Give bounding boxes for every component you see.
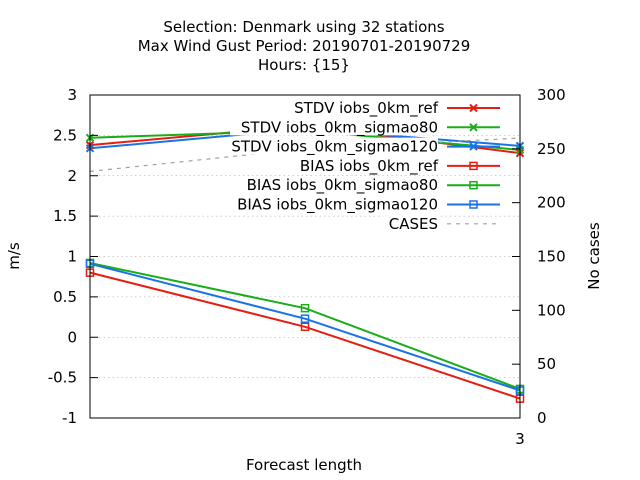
- axis-ticks: [90, 94, 521, 419]
- x-axis-label: Forecast length: [246, 456, 362, 474]
- legend-text-bg: [221, 195, 438, 213]
- legend-entry-label: STDV iobs_0km_sigmao120: [231, 138, 438, 157]
- data-point: [300, 322, 310, 332]
- legend-text-bg: [230, 176, 438, 194]
- y-tick-label: -1: [62, 409, 77, 427]
- series-line: [89, 262, 521, 392]
- y-axis-label: m/s: [5, 242, 23, 270]
- x-tick-label: 3: [515, 430, 525, 448]
- y2-tick-label: 200: [537, 194, 566, 212]
- y-tick-label: 3: [67, 86, 77, 104]
- y2-axis-label: No cases: [585, 222, 603, 290]
- y-tick-label: -0.5: [48, 369, 77, 387]
- series-line: [89, 262, 521, 390]
- y2-tick-labels: 300 250 200 150 100 50 0: [537, 86, 566, 427]
- legend-text-bg: [230, 118, 438, 136]
- legend-marker: [469, 200, 478, 209]
- y2-tick-label: 150: [537, 248, 566, 266]
- y-tick-label: 2: [67, 167, 77, 185]
- y2-tick-label: 0: [537, 409, 547, 427]
- legend-entry-label: BIAS iobs_0km_ref: [300, 157, 439, 176]
- x-tick-labels: 3: [515, 430, 525, 448]
- legend-text-bg: [275, 99, 438, 116]
- y-tick-labels: 3 2.5 2 1.5 1 0.5 0 -0.5 -1: [48, 86, 77, 427]
- title-line: Selection: Denmark using 32 stations: [163, 18, 444, 36]
- legend-entry-label: BIAS iobs_0km_sigmao80: [247, 176, 438, 195]
- y-tick-label: 1.5: [53, 207, 77, 225]
- y-tick-label: 0.5: [53, 288, 77, 306]
- legend-entry-label: STDV iobs_0km_ref: [294, 99, 439, 118]
- legend-entry-label: BIAS iobs_0km_sigmao120: [237, 196, 438, 215]
- legend-entry-label: CASES: [389, 215, 438, 233]
- y-tick-label: 0: [67, 328, 77, 346]
- legend-text-bg: [221, 137, 438, 155]
- y-tick-label: 2.5: [53, 126, 77, 144]
- y2-tick-label: 100: [537, 301, 566, 319]
- data-point: [300, 303, 310, 313]
- legend-text-bg: [383, 214, 438, 232]
- legend-background: [221, 99, 438, 232]
- title-line: Hours: {15}: [258, 56, 350, 74]
- legend-marker: [469, 103, 478, 113]
- y-tick-label: 1: [67, 248, 77, 266]
- legend-marker: [469, 142, 478, 151]
- legend-marker: [469, 161, 478, 171]
- legend-marker: [469, 180, 478, 190]
- y2-tick-label: 300: [537, 86, 566, 104]
- title-line: Max Wind Gust Period: 20190701-20190729: [138, 37, 471, 55]
- data-point: [300, 314, 310, 323]
- legend-entry-label: STDV iobs_0km_sigmao80: [241, 118, 438, 137]
- series-line: [89, 271, 521, 400]
- y2-tick-label: 50: [537, 355, 556, 373]
- legend-text-bg: [275, 156, 438, 174]
- legend-marker: [469, 123, 478, 132]
- chart-title: Selection: Denmark using 32 stationsMax …: [138, 18, 471, 74]
- y2-tick-label: 250: [537, 140, 566, 158]
